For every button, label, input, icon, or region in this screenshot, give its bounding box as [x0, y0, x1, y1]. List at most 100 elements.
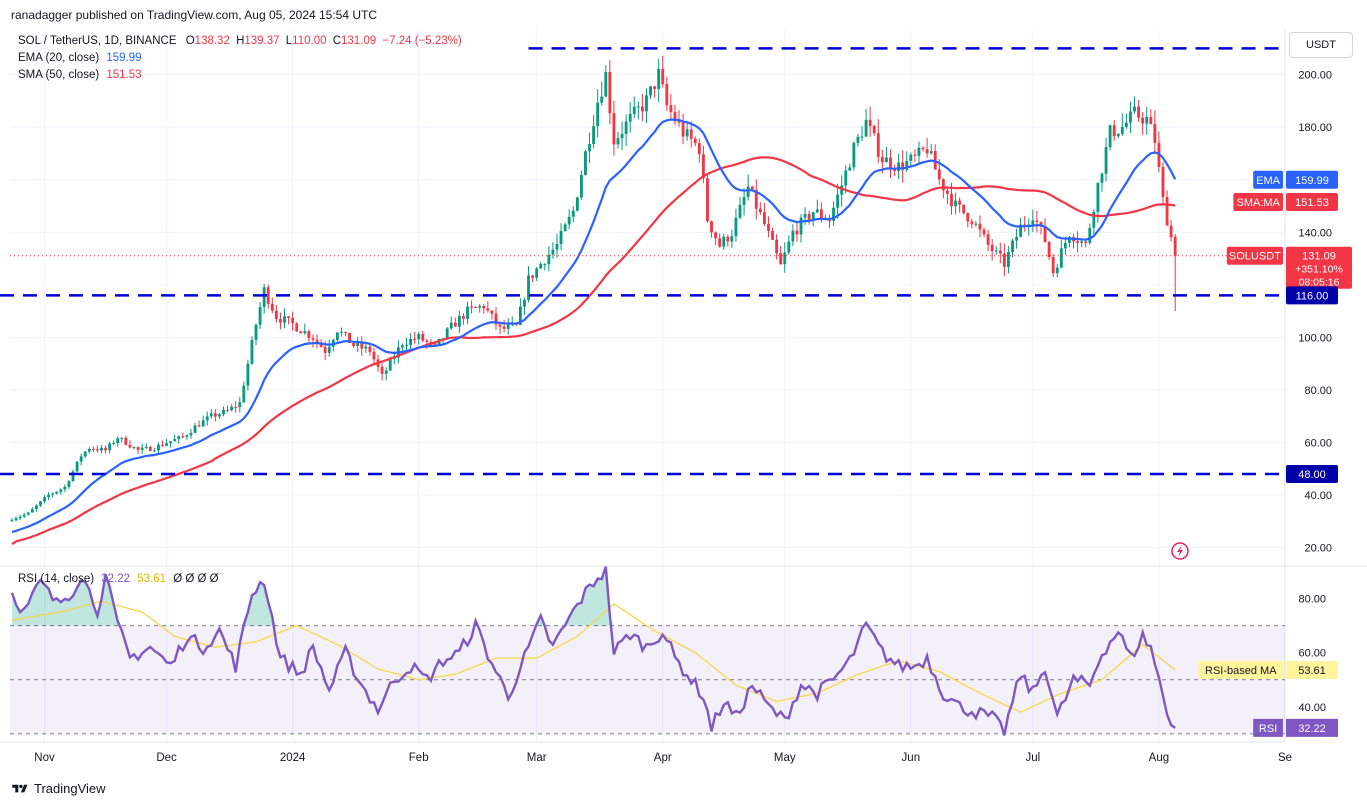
lightning-alert-icon[interactable]	[1171, 542, 1189, 560]
candle-body	[734, 217, 738, 237]
candle-body	[43, 497, 46, 502]
candle-body	[344, 332, 347, 334]
candle-body	[559, 231, 563, 245]
candle-body	[368, 346, 372, 352]
candle-body	[1153, 124, 1157, 143]
candle-body	[527, 275, 530, 300]
symbol-title[interactable]: SOL / TetherUS, 1D, BINANCE	[18, 35, 177, 47]
rsi-line[interactable]	[10, 566, 1176, 736]
candle-body	[506, 324, 510, 329]
candle-body	[425, 340, 429, 342]
candle-body	[925, 149, 929, 154]
candle-body	[413, 338, 417, 340]
candle-body	[889, 157, 892, 169]
candle-body	[783, 252, 787, 265]
sma-50-line[interactable]	[11, 156, 1176, 546]
rsi-tick-label: 60.00	[1298, 648, 1326, 660]
candle-body	[466, 306, 469, 319]
candle-body	[523, 299, 526, 307]
high-value: 139.37	[244, 35, 280, 47]
candle-body	[754, 189, 758, 209]
last-price-badge-bg	[1286, 246, 1352, 289]
candle-body	[323, 347, 327, 353]
candle-body	[201, 420, 205, 427]
footer-brand[interactable]: TradingView	[12, 781, 106, 796]
candle-body	[811, 212, 815, 220]
candle-countdown: 08:05:16	[1299, 277, 1340, 289]
candle-body	[584, 151, 587, 175]
candle-body	[929, 151, 933, 154]
candle-body	[885, 157, 888, 163]
rsi-ma-line[interactable]	[11, 600, 1176, 713]
candle-body	[673, 112, 677, 122]
candle-body	[876, 133, 880, 157]
candle-body	[238, 402, 242, 408]
level-badge-bg	[1286, 465, 1338, 484]
price-tick-label: 60.00	[1304, 438, 1332, 450]
candle-body	[494, 313, 498, 325]
candle-body	[864, 119, 868, 137]
candle-body	[1023, 224, 1027, 226]
candle-body	[990, 244, 994, 252]
ema-legend[interactable]: EMA (20, close) 159.99	[18, 52, 142, 64]
candle-body	[226, 409, 229, 411]
candle-body	[470, 306, 474, 308]
candle-body	[10, 520, 14, 522]
candle-body	[116, 438, 120, 444]
rsi-legend[interactable]: RSI (14, close) 32.22 53.61 Ø Ø Ø Ø	[18, 573, 219, 585]
candle-body	[266, 287, 270, 304]
candle-body	[71, 471, 75, 482]
rsi-badge-label-bg	[1253, 718, 1283, 737]
candle-body	[604, 72, 608, 97]
candle-body	[490, 310, 494, 314]
candle-body	[689, 129, 693, 139]
candle-body	[401, 345, 404, 348]
time-tick-label: 2024	[280, 752, 306, 764]
candle-body	[661, 68, 665, 84]
candle-body	[250, 339, 254, 364]
candle-body	[632, 106, 636, 114]
candle-body	[803, 213, 807, 218]
candle-body	[91, 448, 95, 450]
candle-body	[213, 413, 217, 417]
candle-body	[1161, 167, 1165, 198]
candle-body	[856, 136, 860, 143]
candle-body	[962, 204, 966, 214]
candle-body	[327, 346, 331, 353]
level-badge-value: 48.00	[1298, 469, 1326, 481]
price-tick-label: 140.00	[1298, 227, 1332, 239]
ema-20-line[interactable]	[11, 118, 1177, 534]
rsi-badge-bg	[1286, 718, 1338, 737]
candle-body	[1076, 241, 1080, 243]
candle-body	[291, 317, 295, 324]
candle-body	[551, 249, 555, 255]
candle-body	[417, 333, 421, 340]
candle-body	[1104, 147, 1108, 174]
candle-body	[457, 315, 461, 327]
candle-body	[612, 113, 616, 145]
candle-body	[18, 516, 22, 519]
ema-badge-value: 159.99	[1295, 175, 1329, 187]
candle-body	[994, 250, 998, 252]
candle-body	[356, 342, 360, 347]
currency-unit-button[interactable]: USDT	[1289, 32, 1353, 58]
candle-body	[120, 437, 124, 439]
candle-body	[449, 322, 453, 329]
candle-body	[917, 147, 921, 156]
candle-body	[653, 86, 657, 89]
candle-body	[567, 216, 571, 225]
ema-legend-label: EMA (20, close)	[18, 52, 100, 64]
candle-body	[539, 264, 543, 269]
candle-body	[958, 200, 962, 205]
sma-legend[interactable]: SMA (50, close) 151.53	[18, 69, 142, 81]
candle-body	[75, 461, 79, 472]
candle-body	[335, 332, 339, 341]
candle-body	[360, 342, 364, 349]
candle-body	[230, 406, 234, 411]
candle-body	[868, 119, 872, 126]
candle-body	[665, 83, 669, 106]
open-value: 138.32	[194, 35, 230, 47]
candle-body	[608, 72, 612, 114]
candle-body	[750, 186, 754, 190]
